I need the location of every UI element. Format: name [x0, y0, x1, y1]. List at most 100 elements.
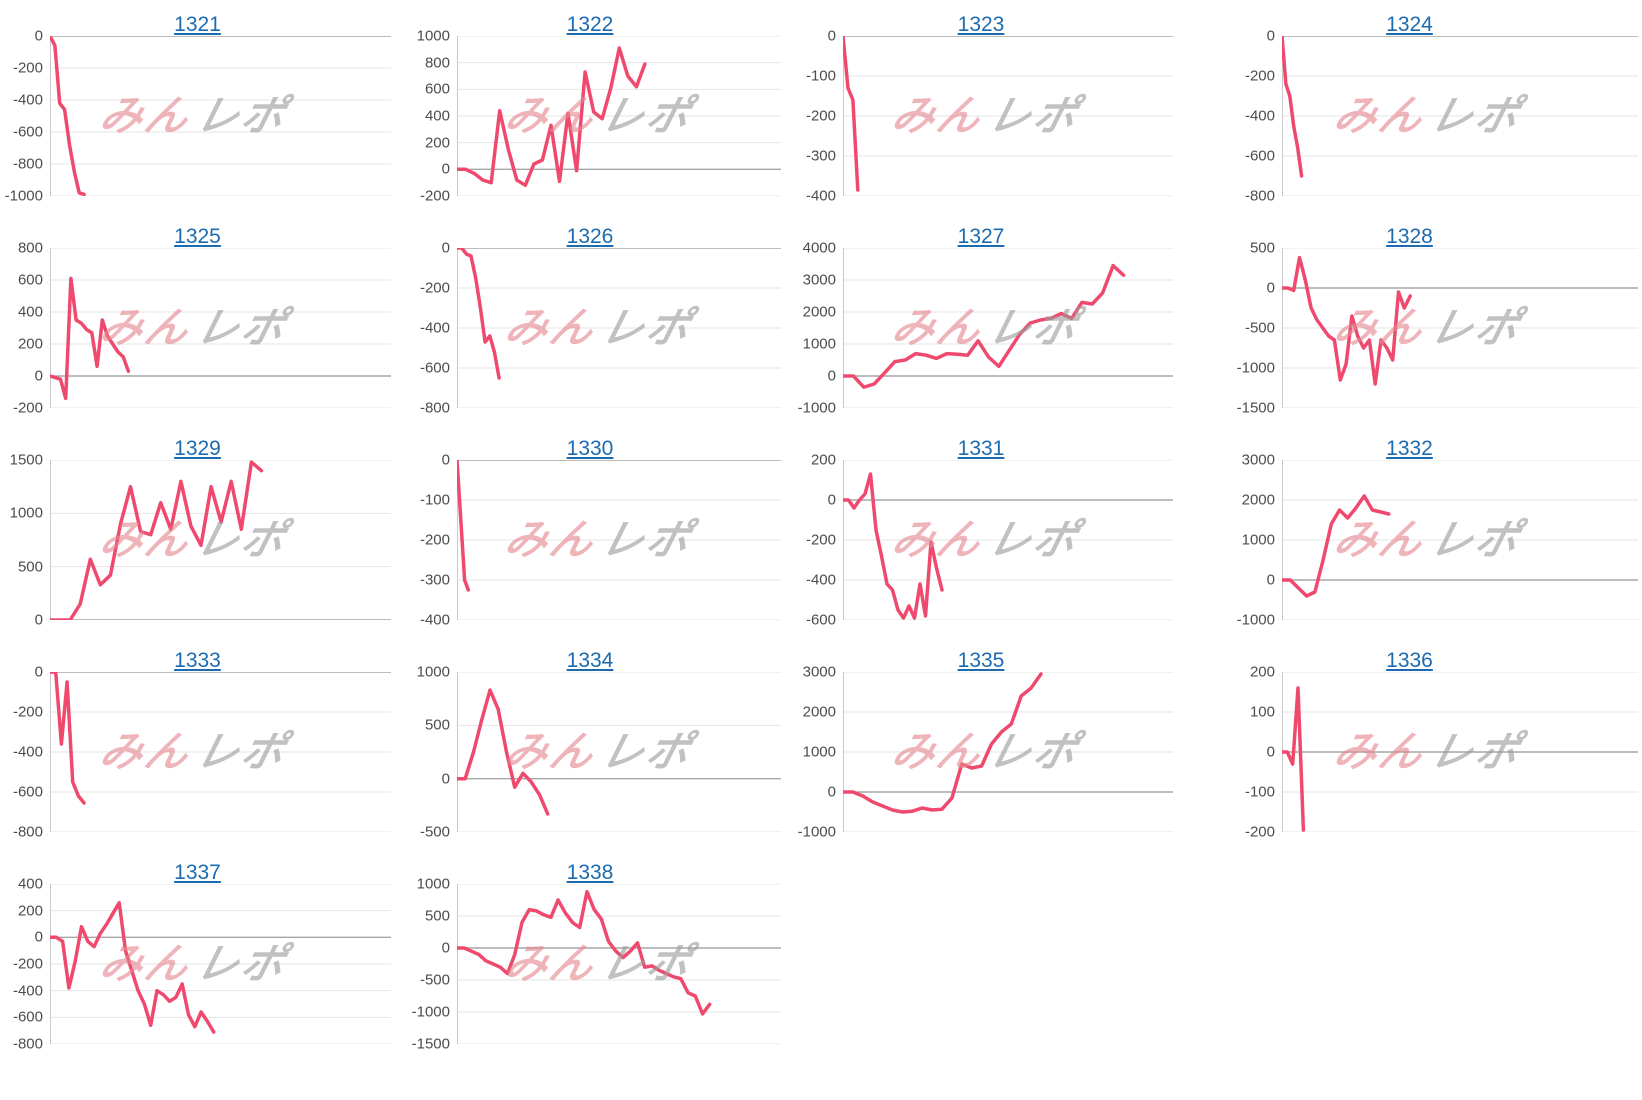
y-tick-label: -400	[12, 743, 43, 761]
chart-title-link[interactable]: 1321	[174, 12, 221, 36]
chart-cell: 1326 0 -200 -400 -600 -800 みんレポ	[395, 212, 785, 424]
y-axis-labels: 400 200 0 -200 -400 -600 -800	[0, 877, 50, 1052]
chart-plot: 0 -100 -200 -300 -400 みんレポ	[785, 29, 1177, 204]
y-tick-label: -800	[12, 823, 43, 841]
y-tick-label: -1000	[4, 187, 43, 205]
line-chart-svg	[843, 248, 1173, 408]
chart-cell: 1325 800 600 400 200 0 -200 みんレポ	[0, 212, 395, 424]
y-tick-label: 800	[424, 54, 450, 72]
chart-cell: 1321 0 -200 -400 -600 -800 -1000 みんレポ	[0, 0, 395, 212]
plot-area: みんレポ	[50, 36, 391, 196]
y-tick-label: 0	[34, 611, 43, 629]
chart-cell: 1330 0 -100 -200 -300 -400 みんレポ	[395, 424, 785, 636]
y-tick-label: 400	[17, 875, 43, 893]
y-tick-label: -1000	[1236, 611, 1275, 629]
chart-title-link[interactable]: 1336	[1386, 648, 1433, 672]
chart-cell: 1334 1000 500 0 -500 みんレポ	[395, 636, 785, 848]
chart-title: 1338	[395, 848, 785, 884]
data-series-line	[50, 36, 86, 196]
chart-title-link[interactable]: 1334	[566, 648, 614, 672]
y-tick-label: 0	[34, 27, 43, 45]
y-tick-label: -1000	[1236, 359, 1275, 377]
y-tick-label: 0	[441, 770, 450, 788]
chart-cell: 1332 3000 2000 1000 0 -1000 みんレポ	[1177, 424, 1642, 636]
chart-title-link[interactable]: 1337	[174, 860, 221, 884]
y-tick-label: -600	[12, 783, 43, 801]
chart-title-link[interactable]: 1335	[957, 648, 1005, 672]
y-axis-labels: 3000 2000 1000 0 -1000	[785, 665, 843, 840]
chart-title-link[interactable]: 1332	[1386, 436, 1433, 460]
data-series-line	[1282, 36, 1304, 178]
chart-title: 1328	[1177, 212, 1642, 248]
plot-area: みんレポ	[50, 460, 391, 620]
chart-title-link[interactable]: 1330	[566, 436, 614, 460]
y-tick-label: 0	[1266, 279, 1275, 297]
chart-title: 1332	[1177, 424, 1642, 460]
y-tick-label: -400	[419, 319, 450, 337]
y-tick-label: -200	[1244, 823, 1275, 841]
chart-plot: 0 -200 -400 -600 -800 -1000 みんレポ	[0, 29, 395, 204]
chart-title-link[interactable]: 1331	[957, 436, 1005, 460]
chart-title-link[interactable]: 1325	[174, 224, 221, 248]
line-chart-svg	[1282, 36, 1638, 196]
y-tick-label: -500	[1244, 319, 1275, 337]
data-series-line	[50, 900, 216, 1034]
y-tick-label: 1000	[9, 504, 43, 522]
y-tick-label: 0	[827, 783, 836, 801]
chart-title-link[interactable]: 1327	[957, 224, 1005, 248]
chart-title: 1326	[395, 212, 785, 248]
data-series-line	[50, 276, 131, 401]
y-tick-label: -800	[1244, 187, 1275, 205]
y-tick-label: -200	[805, 107, 836, 125]
plot-area: みんレポ	[457, 248, 781, 408]
data-series-line	[843, 36, 860, 192]
chart-title-link[interactable]: 1328	[1386, 224, 1433, 248]
chart-title: 1323	[785, 0, 1177, 36]
y-tick-label: 1000	[802, 335, 836, 353]
y-tick-label: 0	[441, 939, 450, 957]
chart-title-link[interactable]: 1324	[1386, 12, 1433, 36]
y-axis-labels: 800 600 400 200 0 -200	[0, 241, 50, 416]
y-tick-label: -200	[12, 59, 43, 77]
line-chart-svg	[457, 884, 781, 1044]
y-tick-label: -100	[805, 67, 836, 85]
plot-area: みんレポ	[457, 460, 781, 620]
y-tick-label: 200	[17, 902, 43, 920]
y-tick-label: 2000	[1241, 491, 1275, 509]
chart-title-link[interactable]: 1338	[566, 860, 614, 884]
chart-title-link[interactable]: 1323	[957, 12, 1005, 36]
y-axis-labels: 0 -100 -200 -300 -400	[785, 29, 843, 204]
chart-plot: 3000 2000 1000 0 -1000 みんレポ	[1177, 453, 1642, 628]
y-axis-labels: 1000 500 0 -500	[395, 665, 457, 840]
chart-title: 1337	[0, 848, 395, 884]
y-tick-label: 0	[827, 27, 836, 45]
y-tick-label: 1000	[416, 663, 450, 681]
y-tick-label: -600	[805, 611, 836, 629]
y-tick-label: 200	[17, 335, 43, 353]
chart-plot: 800 600 400 200 0 -200 みんレポ	[0, 241, 395, 416]
chart-plot: 3000 2000 1000 0 -1000 みんレポ	[785, 665, 1177, 840]
chart-plot: 0 -200 -400 -600 -800 みんレポ	[0, 665, 395, 840]
chart-title-link[interactable]: 1333	[174, 648, 221, 672]
chart-cell: 1331 200 0 -200 -400 -600 みんレポ	[785, 424, 1177, 636]
line-chart-svg	[457, 248, 781, 408]
line-chart-svg	[457, 672, 781, 832]
plot-area: みんレポ	[1282, 36, 1638, 196]
chart-title-link[interactable]: 1329	[174, 436, 221, 460]
chart-title-link[interactable]: 1326	[566, 224, 614, 248]
chart-plot: 200 100 0 -100 -200 みんレポ	[1177, 665, 1642, 840]
chart-title-link[interactable]: 1322	[566, 12, 614, 36]
y-tick-label: 0	[827, 367, 836, 385]
y-tick-label: -1000	[797, 399, 836, 417]
line-chart-svg	[50, 672, 391, 832]
y-tick-label: 100	[1249, 703, 1275, 721]
y-tick-label: 2000	[802, 303, 836, 321]
chart-cell: 1324 0 -200 -400 -600 -800 みんレポ	[1177, 0, 1642, 212]
y-tick-label: -1500	[411, 1035, 450, 1053]
chart-title: 1329	[0, 424, 395, 460]
line-chart-svg	[843, 672, 1173, 832]
chart-title: 1327	[785, 212, 1177, 248]
y-tick-label: 0	[1266, 743, 1275, 761]
y-tick-label: 1500	[9, 451, 43, 469]
